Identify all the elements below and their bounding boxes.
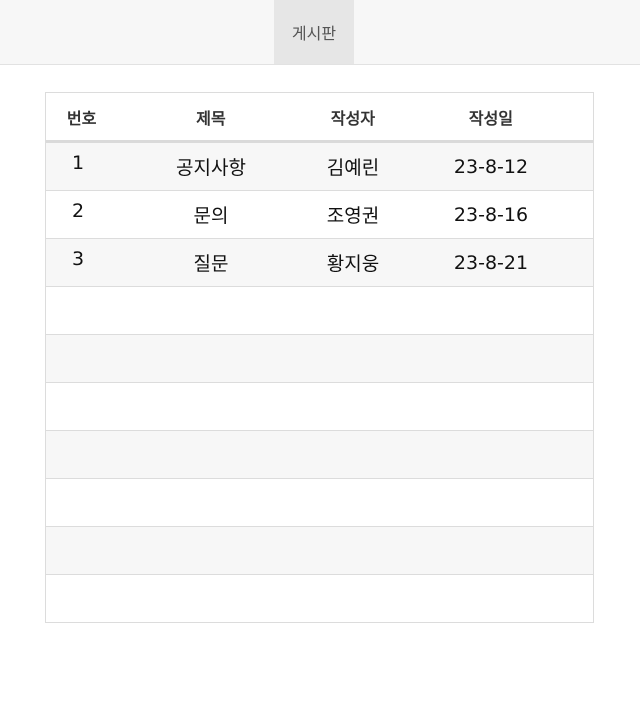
row-title	[156, 431, 266, 478]
row-title[interactable]: 질문	[193, 253, 229, 275]
table-row	[46, 383, 593, 431]
row-title	[156, 479, 266, 526]
row-writer	[308, 527, 398, 574]
table-row	[46, 527, 593, 575]
row-no: 1	[72, 151, 85, 174]
tab-board-label: 게시판	[291, 24, 337, 43]
top-nav-bar: 게시판	[0, 0, 640, 65]
table-row	[46, 431, 593, 479]
row-title[interactable]: 공지사항	[176, 157, 246, 179]
table-row[interactable]: 2 문의 조영권 23-8-16	[46, 191, 593, 239]
row-writer	[308, 335, 398, 382]
table-header: 번호 제목 작성자 작성일	[46, 93, 593, 143]
row-writer	[308, 383, 398, 430]
row-date	[441, 335, 541, 382]
row-title	[156, 335, 266, 382]
row-writer	[308, 575, 398, 622]
row-no: 2	[72, 199, 85, 222]
row-title	[156, 383, 266, 430]
row-date	[441, 287, 541, 334]
row-title	[156, 575, 266, 622]
header-date: 작성일	[468, 108, 514, 128]
row-writer: 황지웅	[326, 253, 380, 275]
table-row[interactable]: 1 공지사항 김예린 23-8-12	[46, 143, 593, 191]
row-date	[441, 479, 541, 526]
table-row[interactable]: 3 질문 황지웅 23-8-21	[46, 239, 593, 287]
row-no: 3	[72, 247, 85, 270]
row-title[interactable]: 문의	[193, 205, 229, 227]
row-date	[441, 383, 541, 430]
row-writer	[308, 287, 398, 334]
table-row	[46, 575, 593, 622]
header-title: 제목	[196, 108, 226, 128]
tab-board[interactable]: 게시판	[274, 0, 354, 64]
row-title	[156, 287, 266, 334]
table-row	[46, 287, 593, 335]
row-date: 23-8-16	[453, 203, 529, 226]
row-writer: 조영권	[326, 205, 380, 227]
table-row	[46, 335, 593, 383]
row-writer	[308, 431, 398, 478]
row-date	[441, 527, 541, 574]
header-writer: 작성자	[330, 108, 376, 128]
row-writer	[308, 479, 398, 526]
row-title	[156, 527, 266, 574]
row-writer: 김예린	[326, 157, 380, 179]
row-date	[441, 575, 541, 622]
row-date	[441, 431, 541, 478]
table-row	[46, 479, 593, 527]
board-table: 번호 제목 작성자 작성일 1 공지사항 김예린 23-8-12 2 문의 조영…	[45, 92, 594, 623]
row-date: 23-8-12	[453, 155, 529, 178]
row-date: 23-8-21	[453, 251, 529, 274]
header-no: 번호	[67, 108, 97, 128]
